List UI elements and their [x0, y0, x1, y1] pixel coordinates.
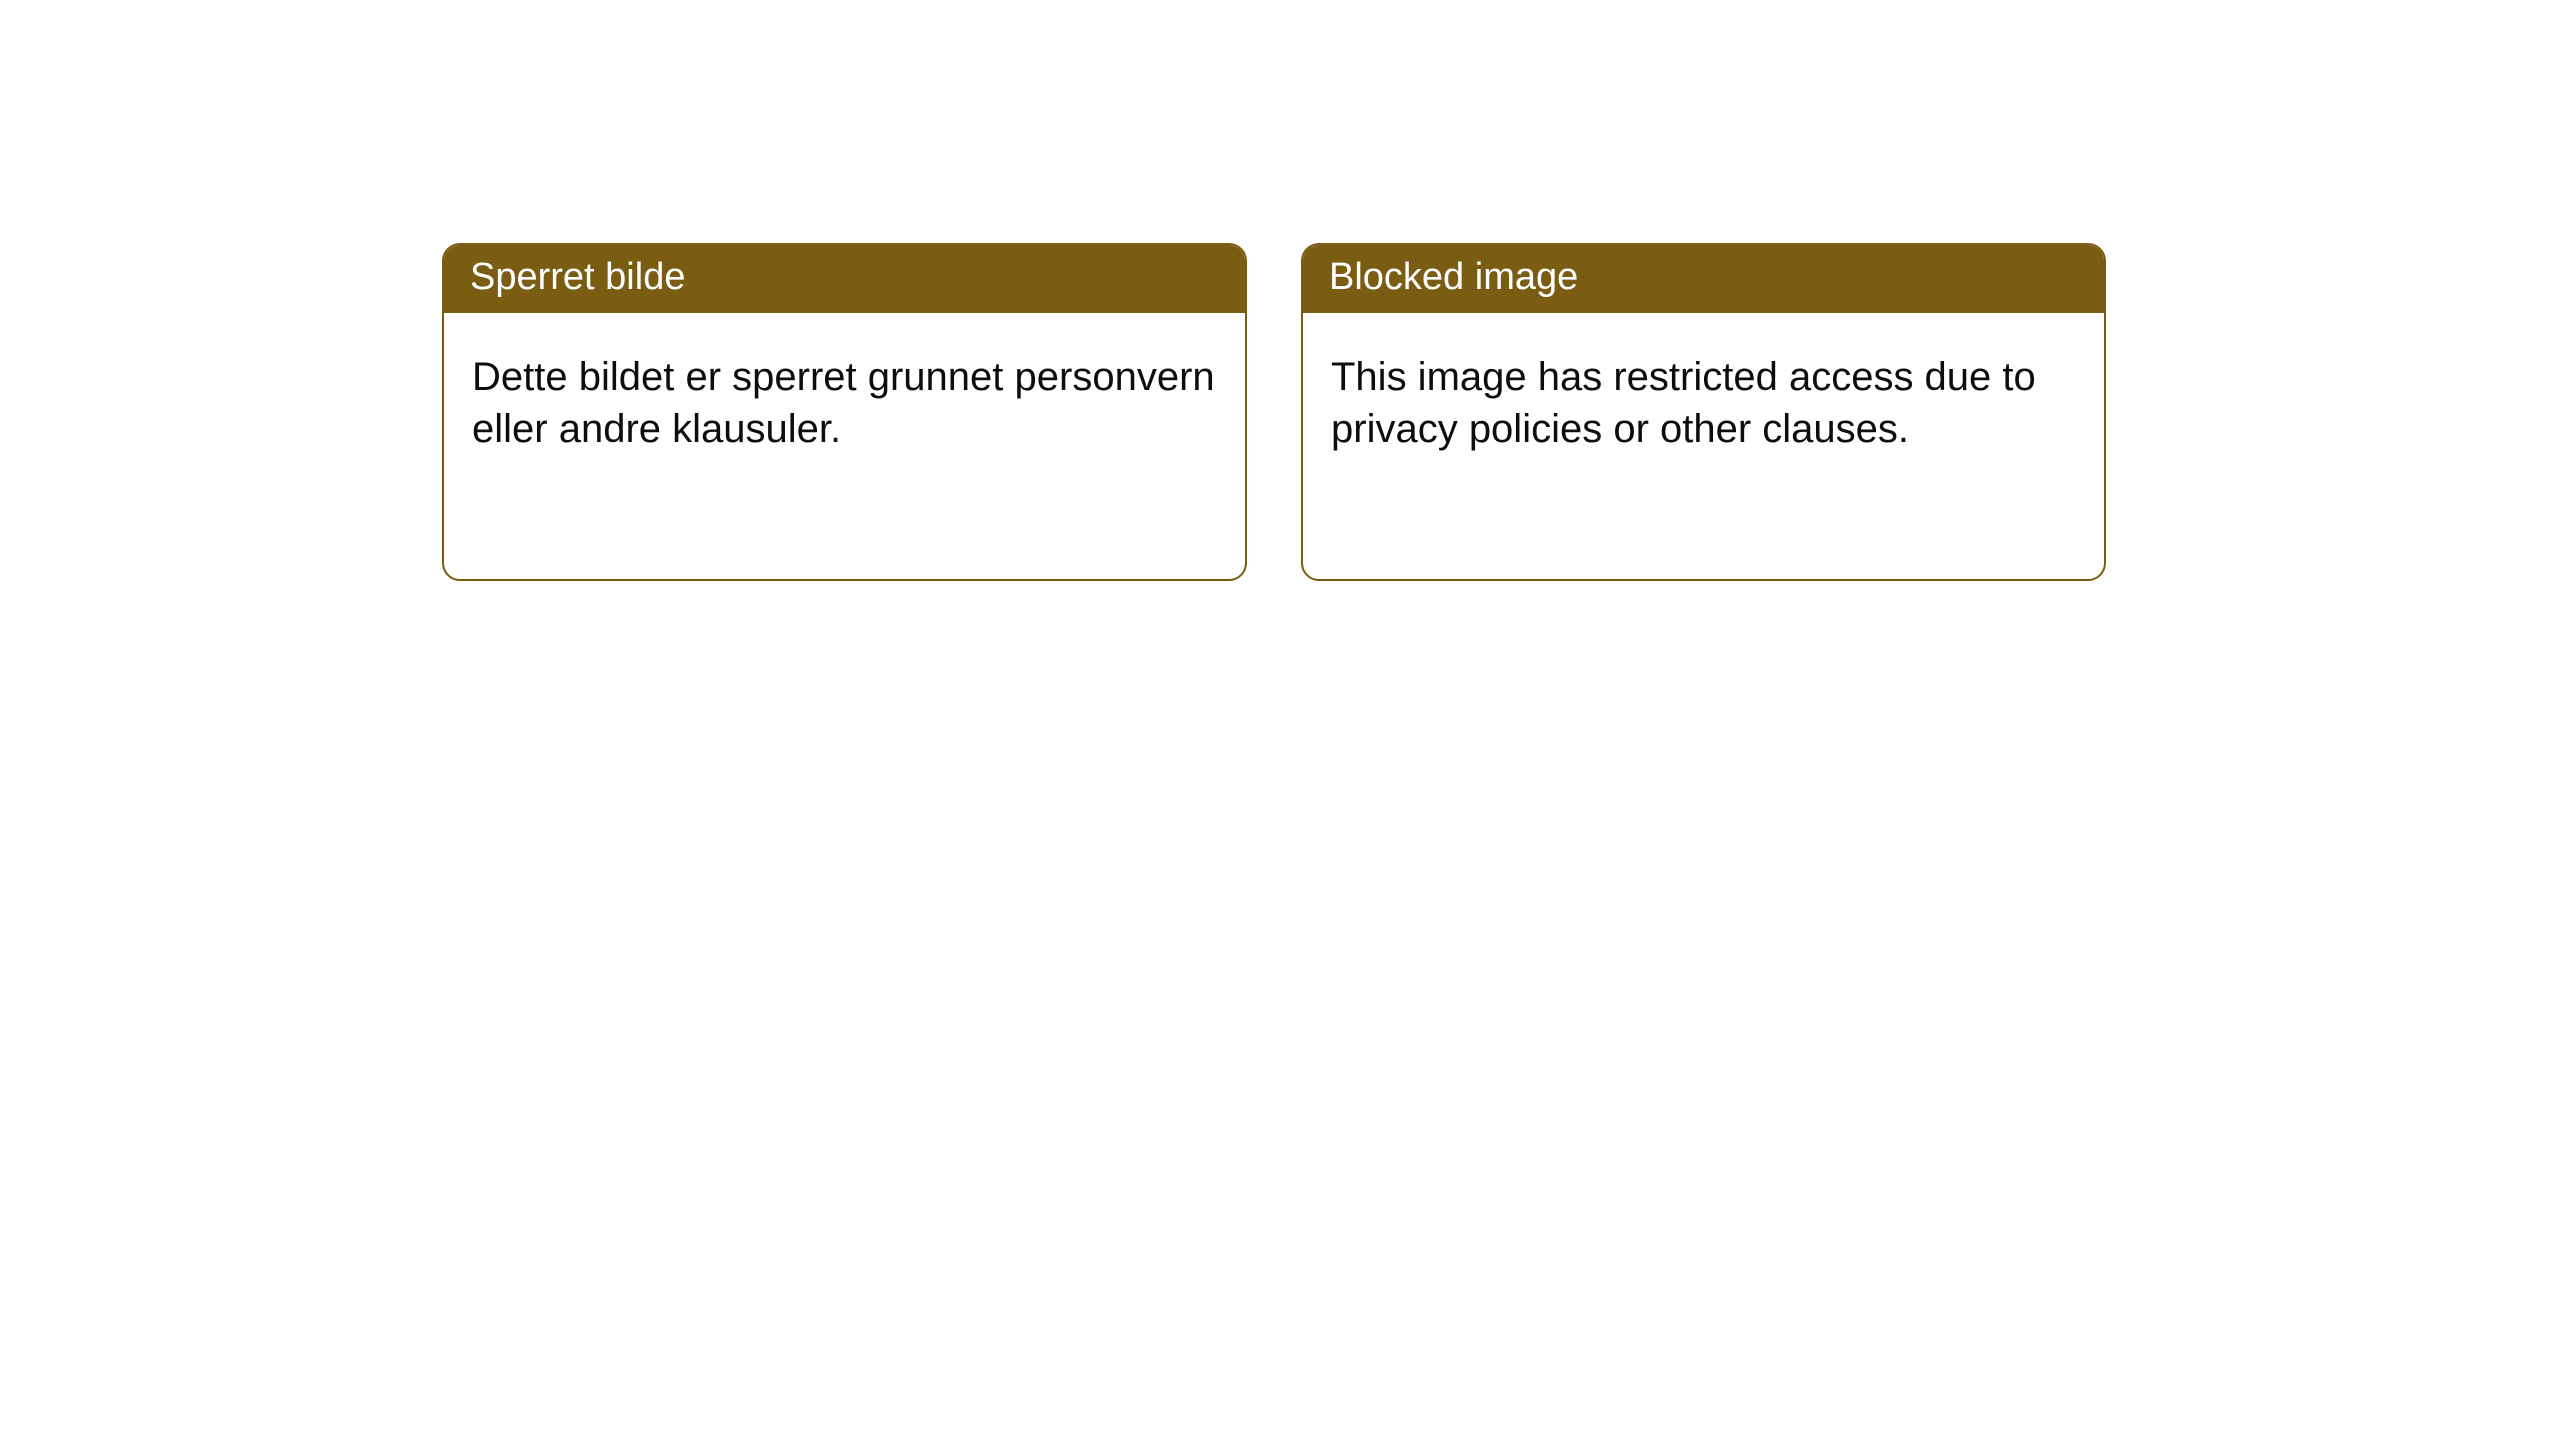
- notice-card-body: Dette bildet er sperret grunnet personve…: [444, 313, 1245, 493]
- notice-card-header: Sperret bilde: [444, 245, 1245, 313]
- notice-cards-row: Sperret bilde Dette bildet er sperret gr…: [442, 243, 2560, 581]
- notice-card-no: Sperret bilde Dette bildet er sperret gr…: [442, 243, 1247, 581]
- notice-card-en: Blocked image This image has restricted …: [1301, 243, 2106, 581]
- notice-card-body: This image has restricted access due to …: [1303, 313, 2104, 493]
- notice-card-header: Blocked image: [1303, 245, 2104, 313]
